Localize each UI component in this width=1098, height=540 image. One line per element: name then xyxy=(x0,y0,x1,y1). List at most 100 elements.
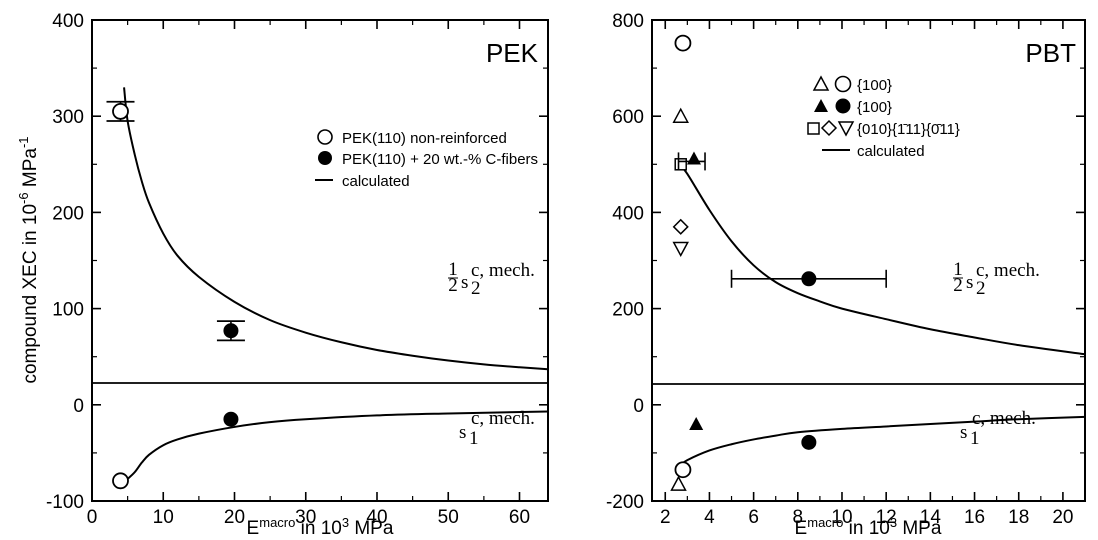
pek-y-tick-label: 400 xyxy=(52,11,84,32)
pbt-calculated-curves xyxy=(679,165,1086,466)
pek-data-marks xyxy=(106,100,245,490)
pbt-legend-label-1: {100} xyxy=(857,77,892,94)
pbt-point-filled-circle xyxy=(801,434,817,450)
pek-calculated-curves xyxy=(123,87,549,483)
pek-x-tick-label: 60 xyxy=(509,507,530,528)
legend-open-square-marker xyxy=(807,122,820,135)
legend-open-triangle-marker xyxy=(812,75,830,91)
pbt-x-tick-label: 10 xyxy=(831,507,852,528)
s1-sub: 1 xyxy=(970,428,980,449)
pbt-calculated-curve xyxy=(679,165,1086,356)
pbt-x-tick-label: 16 xyxy=(964,507,985,528)
pbt-s2-annotation: 1 2 s 2 c, mech. xyxy=(953,259,1040,299)
pek-point-filled-circle xyxy=(223,323,239,339)
s2-main: s xyxy=(966,272,973,293)
pek-s1-annotation: s 1 c, mech. xyxy=(459,408,535,449)
pbt-x-axis-label: Emacro in 103 MPa xyxy=(795,515,942,539)
legend-open-circle-marker xyxy=(834,75,852,93)
pek-s2-annotation: 1 2 s 2 c, mech. xyxy=(448,259,535,299)
pbt-x-tick-label: 18 xyxy=(1008,507,1029,528)
pek-legend-label-1: PEK(110) non-reinforced xyxy=(342,130,507,147)
pbt-point-open-square xyxy=(674,158,687,171)
pbt-point-filled-circle xyxy=(801,271,817,287)
pbt-point-open-down-triangle xyxy=(672,241,689,258)
pbt-point-open-triangle xyxy=(672,107,689,123)
s2-frac-num: 1 xyxy=(953,259,963,280)
pek-panel-title: PEK xyxy=(486,38,539,68)
s1-main: s xyxy=(960,422,967,443)
s2-sub: 2 xyxy=(976,278,986,299)
s2-sup: c, mech. xyxy=(471,260,535,281)
legend-filled-triangle-marker xyxy=(814,99,828,112)
pbt-point-filled-triangle xyxy=(686,151,701,165)
pbt-point-filled-triangle xyxy=(689,417,704,431)
s2-frac-den: 2 xyxy=(448,275,458,296)
pek-y-tick-label: 0 xyxy=(73,396,84,417)
pek-x-tick-label: 10 xyxy=(153,507,174,528)
pbt-legend-label-3: {010}{1̄11}{0̄11} xyxy=(857,121,960,138)
pbt-legend-label-2: {100} xyxy=(857,99,892,116)
legend-filled-circle-marker xyxy=(835,98,851,114)
pek-legend: PEK(110) non-reinforced PEK(110) + 20 wt… xyxy=(315,129,538,190)
s2-frac-num: 1 xyxy=(448,259,458,280)
pek-point-open-circle xyxy=(112,102,129,120)
pek-y-axis-label: compound XEC in 10-6 MPa-1 xyxy=(16,136,41,383)
pek-y-tick-label: 300 xyxy=(52,107,84,128)
pbt-y-tick-label: -200 xyxy=(606,492,644,513)
pek-x-tick-label: 50 xyxy=(438,507,459,528)
pbt-calculated-curve xyxy=(680,415,1086,466)
pbt-x-tick-label: 8 xyxy=(793,507,804,528)
pbt-x-tick-label: 12 xyxy=(876,507,897,528)
pek-x-tick-label: 0 xyxy=(87,507,98,528)
pbt-legend: {100} {100} {010}{1̄11}{0̄11} calculated xyxy=(807,75,960,160)
pbt-point-open-triangle xyxy=(670,475,687,491)
pbt-x-tick-label: 14 xyxy=(920,507,942,528)
s1-sup: c, mech. xyxy=(471,408,535,429)
s2-sup: c, mech. xyxy=(976,260,1040,281)
pek-y-tick-label: -100 xyxy=(46,492,84,513)
pek-point-filled-circle xyxy=(223,411,239,427)
pbt-y-tick-label: 600 xyxy=(612,107,644,128)
s1-sup: c, mech. xyxy=(972,408,1036,429)
pbt-x-tick-label: 4 xyxy=(704,507,715,528)
pbt-y-tick-label: 800 xyxy=(612,11,644,32)
pek-calculated-curve xyxy=(123,87,549,371)
pek-x-tick-label: 40 xyxy=(366,507,387,528)
legend-open-diamond-marker xyxy=(820,119,838,137)
pbt-point-open-diamond xyxy=(672,218,689,235)
pek-x-axis-label: Emacro in 103 MPa xyxy=(247,515,394,539)
pek-y-tick-label: 100 xyxy=(52,300,84,321)
pbt-point-open-circle xyxy=(674,461,692,479)
s2-frac-den: 2 xyxy=(953,275,963,296)
legend-filled-circle-marker xyxy=(318,151,332,165)
pek-legend-label-2: PEK(110) + 20 wt.-% C-fibers xyxy=(342,151,538,168)
pek-point-open-circle xyxy=(112,472,129,490)
pbt-y-tick-label: 200 xyxy=(612,300,644,321)
pek-legend-label-3: calculated xyxy=(342,173,410,190)
s2-main: s xyxy=(461,272,468,293)
pbt-y-tick-label: 0 xyxy=(633,396,644,417)
pek-calculated-curve xyxy=(123,410,549,483)
pek-x-tick-label: 20 xyxy=(224,507,245,528)
legend-open-down-triangle-marker xyxy=(837,121,855,137)
pbt-x-tick-label: 2 xyxy=(660,507,671,528)
s1-sub: 1 xyxy=(469,428,479,449)
pbt-panel-title: PBT xyxy=(1025,38,1076,68)
pbt-s1-annotation: s 1 c, mech. xyxy=(960,408,1036,449)
pbt-x-tick-label: 6 xyxy=(748,507,759,528)
pbt-legend-label-4: calculated xyxy=(857,143,925,160)
s2-sub: 2 xyxy=(471,278,481,299)
pek-y-tick-label: 200 xyxy=(52,203,84,224)
s1-main: s xyxy=(459,422,466,443)
pek-x-tick-label: 30 xyxy=(295,507,316,528)
pbt-data-marks xyxy=(670,34,887,491)
pbt-point-open-circle xyxy=(674,34,692,52)
pbt-x-tick-label: 20 xyxy=(1052,507,1073,528)
legend-open-circle-marker xyxy=(317,129,333,145)
pbt-y-tick-label: 400 xyxy=(612,203,644,224)
